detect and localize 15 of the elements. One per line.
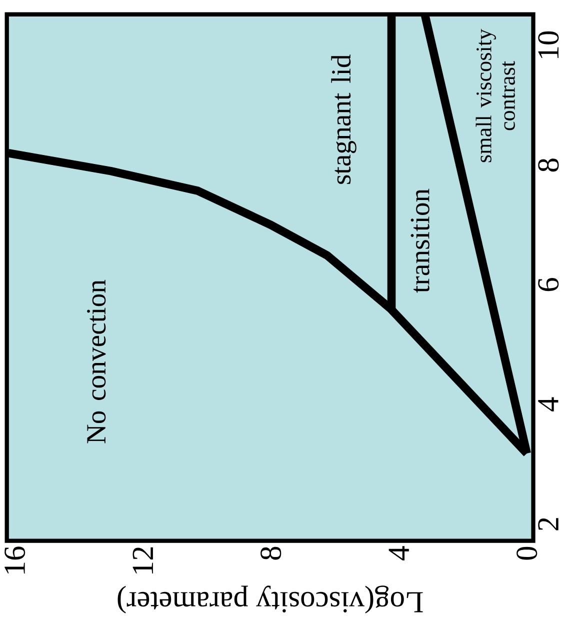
y-tick-label: 10 bbox=[538, 31, 559, 58]
x-axis-title: Log(viscosity parameter) bbox=[118, 586, 423, 614]
annotation: small viscosity contrast bbox=[476, 28, 515, 162]
x-tick-label: 4 bbox=[388, 546, 409, 560]
annotation: No convection bbox=[86, 280, 106, 444]
y-tick-label: 8 bbox=[538, 158, 559, 172]
x-tick-label: 16 bbox=[4, 546, 25, 574]
annotation: stagnant lid bbox=[330, 54, 356, 184]
x-tick-label: 0 bbox=[516, 546, 537, 560]
annotation: transition bbox=[410, 188, 430, 293]
y-tick-label: 6 bbox=[538, 278, 558, 292]
y-tick-label: 2 bbox=[538, 518, 558, 530]
x-tick-label: 12 bbox=[132, 547, 153, 574]
x-tick-label: 8 bbox=[260, 546, 281, 560]
y-tick-label: 4 bbox=[538, 397, 558, 412]
